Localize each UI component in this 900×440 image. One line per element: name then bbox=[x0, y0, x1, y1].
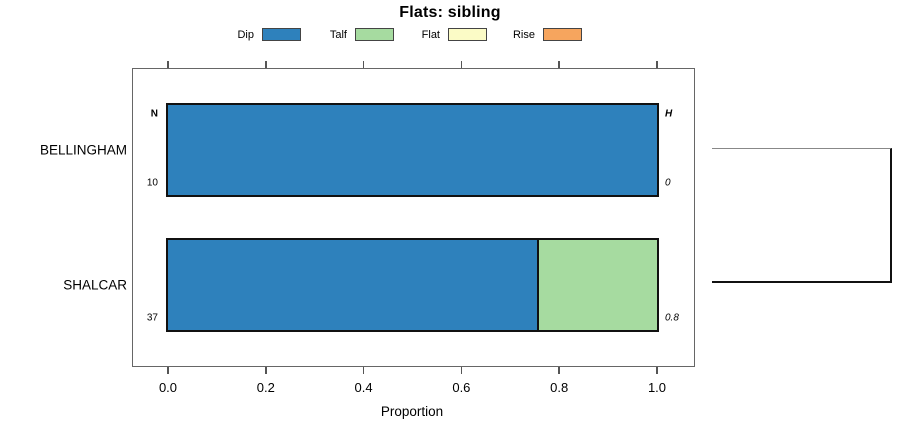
x-tick-label: 1.0 bbox=[647, 380, 667, 395]
legend-label: Flat bbox=[421, 28, 440, 41]
x-tick-label: 0.2 bbox=[256, 380, 275, 395]
n-value-bellingham: 10 bbox=[146, 177, 158, 189]
n-value-shalcar: 37 bbox=[146, 312, 158, 324]
x-axis-tick bbox=[558, 61, 560, 68]
legend-swatch-dip-icon bbox=[262, 28, 301, 41]
x-axis-tick bbox=[167, 61, 169, 68]
x-axis-tick bbox=[265, 367, 267, 374]
x-tick-label: 0.0 bbox=[158, 380, 178, 395]
chart-title: Flats: sibling bbox=[399, 4, 501, 21]
x-axis-tick bbox=[167, 367, 169, 374]
h-value-bellingham: 0 bbox=[665, 177, 671, 189]
legend-item-rise: Rise bbox=[481, 27, 582, 42]
col-header-n: N bbox=[150, 108, 158, 120]
x-axis-title: Proportion bbox=[380, 404, 444, 419]
x-axis-tick bbox=[656, 61, 658, 68]
x-axis-tick bbox=[265, 61, 267, 68]
x-tick-label: 0.8 bbox=[550, 380, 569, 395]
legend-item-flat: Flat bbox=[386, 27, 487, 42]
x-axis-tick bbox=[558, 367, 560, 374]
row-label-bellingham: BELLINGHAM bbox=[39, 142, 127, 158]
x-axis-tick bbox=[362, 367, 365, 374]
bar-segment-dip bbox=[168, 240, 538, 330]
bar-segment-dip bbox=[168, 105, 657, 195]
legend-swatch-rise-icon bbox=[543, 28, 582, 41]
legend-label: Dip bbox=[237, 28, 254, 41]
x-tick-label: 0.4 bbox=[354, 380, 373, 395]
x-axis-tick bbox=[362, 61, 365, 68]
x-tick-label: 0.6 bbox=[452, 380, 471, 395]
row-label-shalcar: SHALCAR bbox=[63, 277, 127, 293]
x-axis-tick bbox=[460, 367, 463, 374]
x-axis-tick bbox=[460, 61, 463, 68]
legend-swatch-talf-icon bbox=[355, 28, 394, 41]
legend-label: Talf bbox=[329, 28, 347, 41]
legend-item-talf: Talf bbox=[293, 27, 394, 42]
col-header-h: H bbox=[665, 108, 673, 120]
legend-item-dip: Dip bbox=[200, 27, 301, 42]
legend-label: Rise bbox=[512, 28, 535, 41]
stacked-bar-bellingham bbox=[166, 103, 659, 197]
clipped-panel-box bbox=[712, 148, 892, 283]
bar-segment-talf bbox=[537, 240, 657, 330]
x-axis-tick bbox=[656, 367, 658, 374]
h-value-shalcar: 0.8 bbox=[665, 312, 679, 324]
legend-swatch-flat-icon bbox=[448, 28, 487, 41]
stacked-bar-shalcar bbox=[166, 238, 659, 332]
